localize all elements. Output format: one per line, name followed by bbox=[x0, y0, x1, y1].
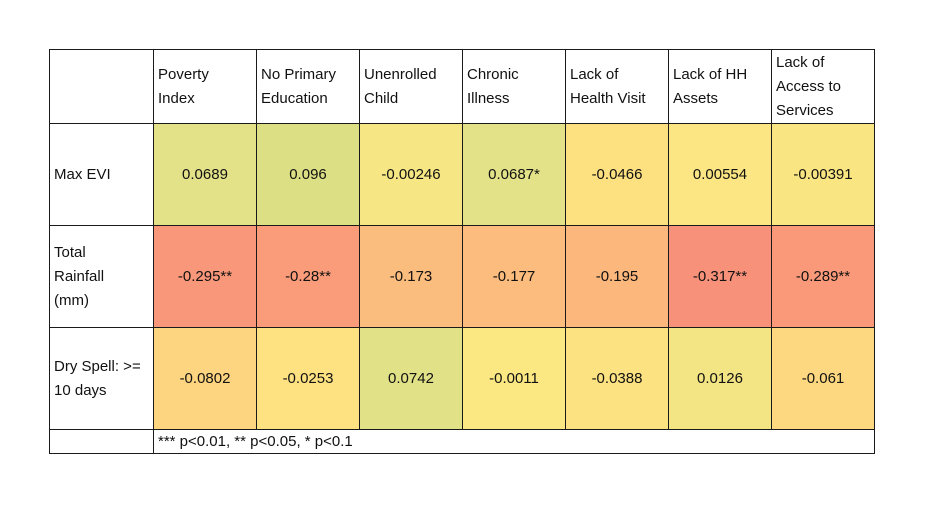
row-header-max-evi: Max EVI bbox=[49, 123, 154, 226]
header-row: Poverty Index No Primary Education Unenrolle… bbox=[49, 49, 875, 124]
column-header-no-primary-education: No Primary Education bbox=[256, 49, 360, 124]
heatmap-cell: -0.295** bbox=[153, 225, 257, 328]
heatmap-cell: -0.0388 bbox=[565, 327, 669, 430]
table-body: Poverty Index No Primary Education Unenrolle… bbox=[49, 49, 875, 454]
row-header-dry-spell-10-days: Dry Spell: >= 10 days bbox=[49, 327, 154, 430]
column-header-unenrolled-child: Unenrolled Child bbox=[359, 49, 463, 124]
heatmap-cell: -0.0253 bbox=[256, 327, 360, 430]
correlation-table: Poverty Index No Primary Education Unenrolle… bbox=[49, 49, 875, 454]
corner-cell bbox=[49, 49, 154, 124]
heatmap-cell: -0.173 bbox=[359, 225, 463, 328]
column-header-chronic-illness: Chronic Illness bbox=[462, 49, 566, 124]
column-header-poverty-index: Poverty Index bbox=[153, 49, 257, 124]
heatmap-cell: -0.28** bbox=[256, 225, 360, 328]
heatmap-cell: 0.0742 bbox=[359, 327, 463, 430]
column-header-lack-of-access-to-services: Lack of Access to Services bbox=[771, 49, 875, 124]
heatmap-cell: -0.289** bbox=[771, 225, 875, 328]
heatmap-cell: 0.0126 bbox=[668, 327, 772, 430]
heatmap-cell: -0.0802 bbox=[153, 327, 257, 430]
heatmap-cell: -0.00391 bbox=[771, 123, 875, 226]
column-header-lack-of-hh-assets: Lack of HH Assets bbox=[668, 49, 772, 124]
note-row: *** p<0.01, ** p<0.05, * p<0.1 bbox=[49, 429, 875, 454]
row-header-total-rainfall-mm: Total Rainfall (mm) bbox=[49, 225, 154, 328]
table-row: Total Rainfall (mm) -0.295** -0.28** -0.173 -0… bbox=[49, 225, 875, 328]
table-row: Max EVI 0.0689 0.096 -0.00246 0.0687* -0.0466… bbox=[49, 123, 875, 226]
heatmap-cell: -0.195 bbox=[565, 225, 669, 328]
heatmap-cell: 0.0687* bbox=[462, 123, 566, 226]
heatmap-cell: -0.177 bbox=[462, 225, 566, 328]
heatmap-cell: 0.0689 bbox=[153, 123, 257, 226]
note-blank-cell bbox=[49, 429, 154, 454]
heatmap-cell: -0.317** bbox=[668, 225, 772, 328]
significance-note: *** p<0.01, ** p<0.05, * p<0.1 bbox=[153, 429, 875, 454]
heatmap-cell: -0.0011 bbox=[462, 327, 566, 430]
heatmap-cell: 0.096 bbox=[256, 123, 360, 226]
table-row: Dry Spell: >= 10 days -0.0802 -0.0253 0.0742… bbox=[49, 327, 875, 430]
heatmap-cell: -0.0466 bbox=[565, 123, 669, 226]
heatmap-cell: 0.00554 bbox=[668, 123, 772, 226]
heatmap-cell: -0.00246 bbox=[359, 123, 463, 226]
column-header-lack-of-health-visit: Lack of Health Visit bbox=[565, 49, 669, 124]
heatmap-cell: -0.061 bbox=[771, 327, 875, 430]
